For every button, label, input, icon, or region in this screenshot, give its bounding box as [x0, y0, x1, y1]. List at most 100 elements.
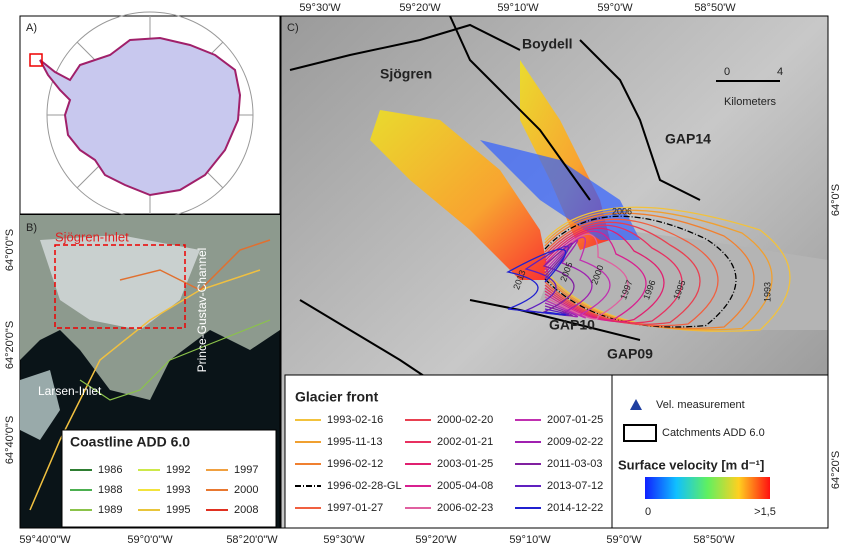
legend-label: 2014-12-22 [547, 502, 603, 514]
legend-label: 2006-02-23 [437, 502, 493, 514]
front-year-label: 1993 [762, 282, 772, 302]
legend-label: 1995 [166, 504, 190, 516]
legend-title: Coastline ADD 6.0 [70, 434, 190, 450]
legend-box [284, 374, 828, 528]
catchments [289, 16, 701, 381]
legend-label: 1996-02-28-GL [327, 480, 402, 492]
glacier-front [506, 248, 567, 316]
lon-label: 59°0'W [597, 2, 633, 14]
lon-label: 59°40'0"W [19, 534, 71, 546]
legend-label: 2000-02-20 [437, 414, 493, 426]
land [20, 370, 60, 440]
glacier-front [544, 221, 701, 325]
study-area-box [54, 244, 186, 329]
glacier-fronts [506, 206, 791, 332]
lon-label: 59°0'W [606, 534, 642, 546]
lon-label: 59°30'W [299, 2, 341, 14]
glacier-front [544, 212, 755, 330]
lon-label: 59°30'W [323, 534, 365, 546]
place-label: GAP09 [607, 346, 653, 362]
lat-label: 64°20'S [830, 451, 842, 489]
lat-label: 64°20'0"S [4, 321, 16, 369]
legend-label: 2007-01-25 [547, 414, 603, 426]
legend-label: 1989 [98, 504, 122, 516]
lon-label: 58°50'W [694, 2, 736, 14]
legend-label: 2009-02-22 [547, 436, 603, 448]
lon-label: 59°10'W [509, 534, 551, 546]
lon-label: 59°10'W [497, 2, 539, 14]
colorbar-title: Surface velocity [m d⁻¹] [618, 457, 764, 472]
legend-label: 1986 [98, 464, 122, 476]
scale-label: 4 [777, 66, 783, 78]
legend-label: 1997-01-27 [327, 502, 383, 514]
coastline [119, 239, 271, 291]
front-year-label: 2006 [612, 206, 632, 216]
lon-label: 59°20'W [399, 2, 441, 14]
legend-label: 2000 [234, 484, 258, 496]
lon-label: 59°20'W [415, 534, 457, 546]
labels: 64°0'0"S 64°20'0"S 64°40'0"S 59°40'0"W 59°0'… [4, 2, 842, 546]
place-label: GAP14 [665, 131, 711, 147]
legend-label: 2005-04-08 [437, 480, 493, 492]
legend-label: 1993 [166, 484, 190, 496]
panel-label: B) [26, 222, 37, 234]
catchment-symbol [623, 424, 657, 442]
scale-label: Kilometers [724, 96, 776, 108]
legend-label: 1992 [166, 464, 190, 476]
coastline [29, 269, 261, 511]
legend-label: Catchments ADD 6.0 [662, 427, 765, 439]
place-label: Larsen-Inlet [38, 384, 102, 398]
legend-label: 2011-03-03 [547, 458, 602, 470]
lon-label: 58°20'0"W [226, 534, 278, 546]
glacier-front [544, 239, 593, 318]
panel-label: C) [287, 22, 299, 34]
glacier-front [544, 236, 611, 319]
lat-label: 64°40'0"S [4, 416, 16, 464]
legend-label: 1996-02-12 [327, 458, 383, 470]
legend-title: Glacier front [295, 389, 379, 405]
legend-box [61, 429, 277, 528]
legend-label: 1993-02-16 [327, 414, 383, 426]
vel-measurement-symbol [630, 399, 642, 410]
place-label: Sjögren-Inlet [55, 229, 129, 244]
scale-label: 0 [724, 66, 730, 78]
place-label: Sjögren [380, 66, 432, 82]
glacier-front [544, 218, 719, 327]
legend-label: 1997 [234, 464, 258, 476]
glacier-front [523, 245, 570, 316]
legend-label: 1988 [98, 484, 122, 496]
panel-label: A) [26, 22, 37, 34]
place-label: GAP10 [549, 317, 595, 333]
legend-label: 2002-01-21 [437, 436, 493, 448]
place-label: Boydell [522, 36, 573, 52]
lat-label: 64°0'0"S [4, 229, 16, 271]
legend-label: 2003-01-25 [437, 458, 493, 470]
colorbar-label: >1,5 [754, 506, 776, 518]
antarctica [39, 36, 242, 197]
lon-label: 58°50'W [693, 534, 735, 546]
velocity-field [370, 110, 550, 280]
glacier-front [544, 233, 629, 320]
glacier-front [541, 242, 575, 317]
lat-label: 64°0'S [830, 184, 842, 216]
legend-label: 2013-07-12 [547, 480, 603, 492]
velocity-colorbar [645, 477, 770, 499]
panel-c [281, 16, 828, 528]
ice [40, 235, 200, 330]
legend-label: Vel. measurement [656, 399, 745, 411]
ice-shelf [540, 230, 828, 330]
colorbar-label: 0 [645, 506, 651, 518]
scale-bar [716, 80, 780, 82]
panel-a: A) [19, 11, 281, 219]
panel-b: B) [19, 214, 281, 529]
location-box [29, 53, 43, 67]
legend-label: 2008 [234, 504, 258, 516]
panel-c-frame [280, 15, 829, 529]
legend-label: 1995-11-13 [327, 436, 382, 448]
glacier-front [544, 227, 665, 323]
place-label: Prince-Gustav-Channel [195, 248, 209, 373]
coastline [79, 319, 271, 401]
glacier-front [544, 224, 683, 324]
lon-label: 59°0'0"W [127, 534, 173, 546]
